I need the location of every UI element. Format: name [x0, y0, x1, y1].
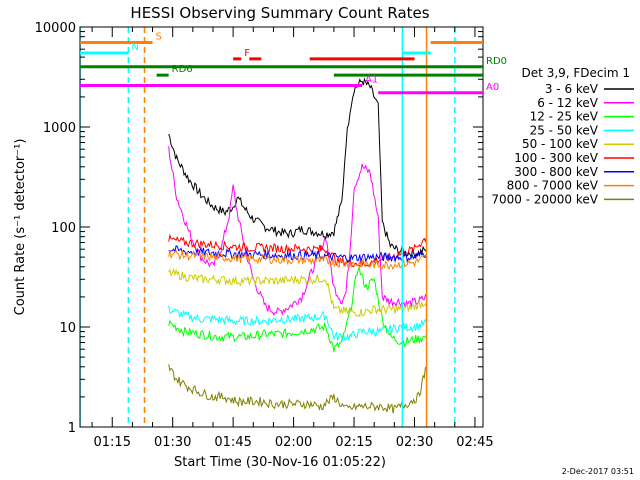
x-tick-label: 01:45	[214, 435, 251, 450]
legend-entry-3: 25 - 50 keV	[530, 123, 599, 137]
y-axis-label: Count Rate (s⁻¹ detector⁻¹)	[13, 139, 28, 316]
legend-entry-1: 6 - 12 keV	[537, 96, 599, 110]
x-tick-label: 01:15	[94, 435, 131, 450]
flag-label-rd6: RD6	[172, 64, 193, 75]
x-tick-label: 01:30	[154, 435, 191, 450]
legend-entry-8: 7000 - 20000 keV	[491, 192, 598, 206]
footer-date: 2-Dec-2017 03:51	[562, 467, 634, 476]
series-line-2	[168, 266, 427, 352]
series-line-0	[168, 77, 427, 260]
flag-label-a1: A1	[365, 75, 378, 86]
flag-label-n: N	[131, 42, 138, 53]
series-line-1	[168, 146, 428, 316]
series-line-7	[168, 249, 428, 270]
legend-entry-5: 100 - 300 keV	[514, 151, 598, 165]
flag-label-s: S	[156, 31, 162, 42]
x-tick-label: 02:45	[456, 435, 493, 450]
series-line-3	[168, 305, 428, 342]
legend-entry-6: 300 - 800 keV	[514, 165, 598, 179]
flag-label-rd0: RD0	[486, 56, 507, 67]
legend-title: Det 3,9, FDecim 1	[522, 66, 630, 80]
legend-entry-4: 50 - 100 keV	[522, 137, 599, 151]
series-line-6	[168, 245, 428, 264]
y-tick-label: 10	[59, 321, 76, 336]
y-tick-label: 100	[51, 221, 76, 236]
legend-entry-7: 800 - 7000 keV	[507, 179, 599, 193]
flag-label-f: F	[244, 48, 250, 59]
legend-entry-0: 3 - 6 keV	[545, 82, 599, 96]
y-tick-label: 1	[68, 421, 76, 436]
flag-label-a0: A0	[486, 82, 499, 93]
x-tick-label: 02:30	[396, 435, 433, 450]
legend-entry-2: 12 - 25 keV	[530, 110, 599, 124]
x-tick-label: 02:00	[275, 435, 312, 450]
x-tick-label: 02:15	[335, 435, 372, 450]
series-line-8	[168, 364, 427, 414]
x-axis-label: Start Time (30-Nov-16 01:05:22)	[174, 455, 386, 470]
y-tick-label: 10000	[35, 21, 76, 36]
y-tick-label: 1000	[43, 121, 76, 136]
series-line-4	[168, 267, 428, 318]
chart-title: HESSI Observing Summary Count Rates	[130, 4, 429, 22]
